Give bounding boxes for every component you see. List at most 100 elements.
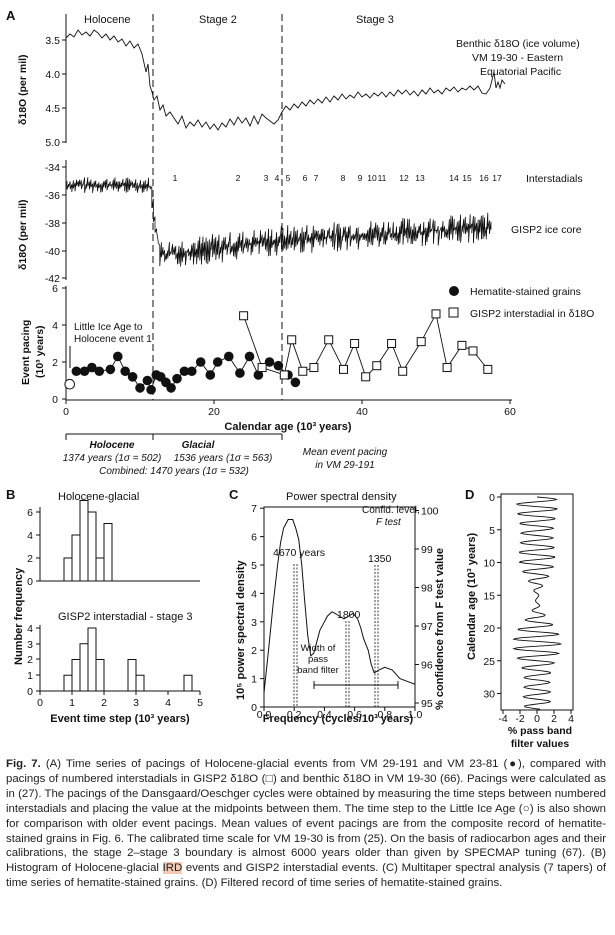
confid-label-1: Confid. level, (362, 505, 420, 516)
mean-note-2: in VM 29-191 (315, 460, 374, 471)
panel-c-letter: C (229, 487, 239, 502)
pacing-tick: 0 (52, 394, 58, 406)
hist2-ytick: 3 (27, 639, 33, 651)
benthic-tick: 3.5 (45, 35, 60, 47)
hematite-point (205, 370, 216, 380)
panel-d-letter: D (465, 487, 474, 502)
hist2-bar (63, 674, 73, 692)
hist1-bar (87, 511, 97, 582)
gisp2-point (372, 361, 382, 371)
interstadial-numbers: 1 2 3 4 5 6 7 8 9 10 11 12 13 14 15 16 17 (173, 173, 502, 183)
gisp2-point (257, 363, 267, 373)
hist2-title: GISP2 interstadial - stage 3 (58, 611, 193, 623)
hist2-bar (87, 627, 97, 692)
psd-ytick-right: 97 (421, 621, 433, 633)
gisp2-point (279, 370, 289, 380)
gisp2-point (239, 311, 249, 321)
peak-1350: 1350 (368, 553, 392, 565)
filter-ytick: 20 (483, 623, 495, 635)
benthic-label-1: Benthic δ18O (ice volume) (456, 38, 580, 50)
gisp2-point (387, 339, 397, 348)
interstadials-label: Interstadials (526, 173, 583, 185)
hematite-point (142, 375, 153, 386)
interstadial-number: 10 (367, 173, 377, 183)
hist1-axis (36, 507, 200, 582)
hematite-point (273, 360, 284, 371)
hist-xtick: 1 (69, 697, 75, 709)
gisp-tick: -36 (45, 190, 60, 202)
pacing-ylabel-2: (10³ years) (34, 325, 46, 378)
psd-xtick: 0.4 (317, 709, 332, 721)
filter-ytick: 15 (483, 590, 495, 602)
hist-xtick: 3 (133, 697, 139, 709)
pacing-xtick: 0 (63, 406, 69, 418)
legend-hematite: Hematite-stained grains (470, 286, 581, 298)
psd-xlabel: Frequency (cycles/10³ years) (263, 713, 414, 725)
gisp-tick: -34 (45, 162, 60, 174)
gisp2-point (483, 364, 493, 374)
interstadial-number: 14 (449, 173, 459, 183)
hematite-point (172, 373, 182, 384)
gisp2-point (339, 364, 348, 374)
hematite-point (166, 383, 176, 393)
filter-xlabel-1: % pass band (508, 725, 572, 737)
legend-gisp2-marker (448, 307, 459, 318)
summary-glacial: Glacial (182, 440, 215, 451)
hist1-ytick: 4 (27, 530, 33, 542)
period-stage-3: Stage 3 (356, 14, 394, 26)
summary-holocene-value: 1374 years (1σ = 502) (63, 453, 162, 464)
gisp2-curve (66, 177, 492, 267)
hematite-point (224, 351, 234, 362)
psd-ytick-right: 95 (421, 698, 433, 710)
interstadial-number: 5 (286, 173, 291, 183)
hematite-point (135, 383, 145, 393)
hist2-ytick: 0 (27, 686, 33, 698)
band-note-3: band filter (297, 665, 339, 676)
interstadial-number: 3 (264, 173, 269, 183)
legend-hematite-marker (449, 286, 459, 296)
hist1-bar (95, 557, 105, 582)
benthic-axis: 3.5 4.0 4.5 5.0 (45, 14, 67, 149)
interstadial-number: 7 (314, 173, 319, 183)
hematite-point (179, 366, 190, 377)
caption-highlight: IRD (162, 862, 183, 875)
hist1-ytick: 2 (27, 553, 33, 565)
psd-ytick-right: 96 (421, 660, 433, 672)
confid-label-2: F test (376, 517, 402, 528)
panel-a-letter: A (6, 8, 16, 23)
benthic-tick: 4.5 (45, 103, 60, 115)
gisp-tick: -40 (45, 246, 60, 258)
filter-ylabel: Calendar age (10³ years) (466, 532, 478, 660)
hematite-point (94, 366, 105, 377)
benthic-label-2: VM 19-30 - Eastern (472, 52, 563, 64)
hist2-ytick: 4 (27, 623, 33, 635)
interstadial-number: 4 (275, 173, 280, 183)
little-ice-age-point (64, 378, 75, 390)
filter-curve (512, 496, 563, 710)
figure-caption: Fig. 7. (A) Time series of pacings of Ho… (6, 757, 606, 891)
interstadial-number: 16 (479, 173, 489, 183)
figure-7: A Holocene Stage 2 Stage 3 3.5 4.0 4.5 5… (6, 8, 594, 750)
pacing-tick: 6 (52, 283, 58, 295)
hematite-point (127, 372, 138, 382)
hematite-point (187, 366, 197, 377)
gisp2-point (287, 335, 297, 345)
psd-ytick-left: 3 (251, 617, 257, 629)
gisp-tick: -42 (45, 273, 60, 285)
psd-peak-markers (293, 564, 379, 707)
hist-xtick: 5 (197, 697, 203, 709)
gisp2-point (431, 309, 441, 319)
gisp2-point (298, 366, 308, 376)
filter-xtick: 2 (551, 713, 557, 725)
pacing-axis: 6 4 2 0 0 20 40 60 (52, 283, 516, 418)
peak-1800: 1800 (337, 609, 361, 621)
peak-4670: 4670 years (273, 547, 325, 559)
benthic-curve (65, 29, 506, 131)
filter-frame (500, 493, 574, 711)
period-holocene: Holocene (84, 14, 130, 26)
psd-ytick-left: 0 (251, 702, 257, 714)
hist1-bar (63, 557, 73, 582)
hist2-bar (135, 674, 145, 692)
pacing-tick: 4 (52, 320, 58, 332)
hist2-bar (95, 659, 105, 692)
